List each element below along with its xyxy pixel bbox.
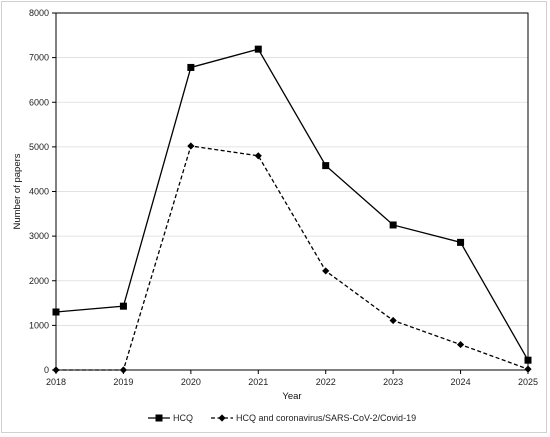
y-axis-ticks: 0 1000 2000 3000 4000 5000 6000 7000 8000 — [29, 8, 56, 375]
data-point-square — [457, 238, 465, 246]
x-tick-label: 2024 — [451, 377, 471, 387]
data-point-diamond — [52, 366, 60, 374]
data-point-square — [254, 45, 262, 53]
x-tick-label: 2022 — [316, 377, 336, 387]
y-tick-label: 4000 — [29, 187, 49, 197]
y-axis-title: Number of papers — [12, 153, 23, 229]
gridlines — [56, 57, 528, 326]
legend: HCQ HCQ and coronavirus/SARS-CoV-2/Covid… — [148, 413, 416, 423]
y-tick-label: 1000 — [29, 320, 49, 330]
data-point-square — [187, 63, 195, 71]
data-point-square — [52, 308, 60, 316]
data-point-diamond — [524, 365, 532, 373]
data-point-diamond — [254, 152, 262, 160]
y-tick-label: 2000 — [29, 276, 49, 286]
data-point-square — [389, 221, 397, 229]
legend-item-hcq: HCQ — [148, 413, 193, 423]
x-tick-label: 2025 — [518, 377, 538, 387]
x-tick-label: 2023 — [383, 377, 403, 387]
legend-item-hcq-coronavirus: HCQ and coronavirus/SARS-CoV-2/Covid-19 — [211, 413, 416, 423]
series-line-hcq — [55, 48, 529, 361]
y-tick-label: 8000 — [29, 8, 49, 18]
y-tick-label: 5000 — [29, 142, 49, 152]
y-tick-label: 0 — [44, 365, 49, 375]
y-tick-label: 3000 — [29, 231, 49, 241]
x-tick-label: 2018 — [46, 377, 66, 387]
legend-label-hcq: HCQ — [173, 413, 193, 423]
x-tick-label: 2021 — [248, 377, 268, 387]
y-tick-label: 7000 — [29, 53, 49, 63]
data-point-diamond — [456, 340, 465, 349]
data-point-diamond — [187, 142, 195, 150]
legend-marker-square — [155, 414, 163, 422]
x-tick-label: 2019 — [113, 377, 133, 387]
series-layer — [52, 45, 532, 374]
data-point-diamond — [389, 316, 397, 325]
data-point-diamond — [322, 267, 330, 275]
series-line-hcq-coronavirus — [56, 145, 529, 371]
legend-marker-diamond — [218, 414, 226, 422]
x-axis-ticks: 2018 2019 2020 2021 2022 2023 2024 2025 — [46, 370, 538, 387]
x-axis-title: Year — [282, 391, 301, 402]
data-point-square — [119, 302, 127, 310]
data-point-square — [524, 356, 532, 364]
y-tick-label: 6000 — [29, 97, 49, 107]
data-point-diamond — [119, 366, 128, 374]
x-tick-label: 2020 — [181, 377, 201, 387]
legend-label-hcq-coronavirus: HCQ and coronavirus/SARS-CoV-2/Covid-19 — [236, 413, 416, 423]
data-point-square — [322, 162, 330, 170]
